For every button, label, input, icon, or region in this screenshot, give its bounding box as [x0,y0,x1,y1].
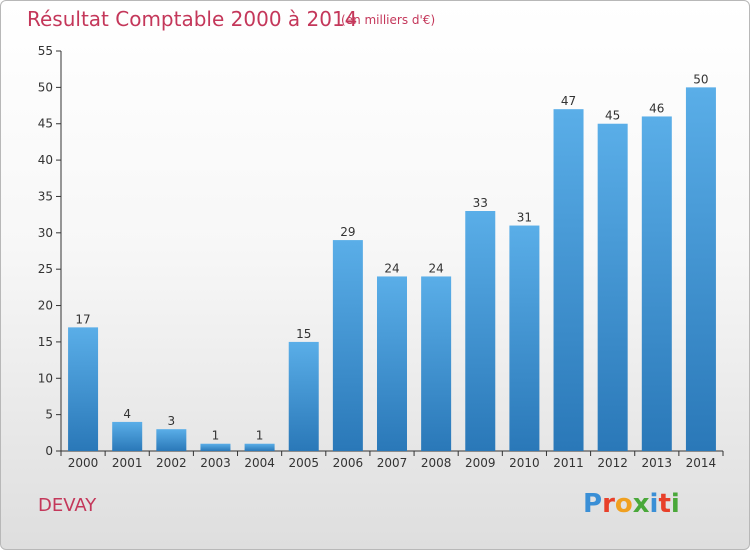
value-label: 1 [212,429,220,443]
x-tick-label: 2009 [465,456,496,470]
bar-2008 [421,276,452,451]
value-label: 3 [168,414,176,428]
x-tick-label: 2000 [68,456,99,470]
y-tick-label: 0 [45,444,53,458]
bar-2004 [244,443,275,451]
x-tick-label: 2002 [156,456,187,470]
bar-2006 [332,240,363,451]
logo-letter: t [658,489,671,519]
value-label: 45 [605,109,620,123]
y-tick-label: 35 [38,189,53,203]
value-label: 29 [340,225,355,239]
x-tick-label: 2001 [112,456,143,470]
logo-letter: P [583,489,603,519]
bar-2005 [288,341,319,451]
proxiti-logo: Proxiti [583,489,680,519]
value-label: 46 [649,101,664,115]
x-tick-label: 2013 [642,456,673,470]
bar-2009 [465,211,496,451]
value-label: 1 [256,429,264,443]
bar-2003 [200,443,231,451]
value-label: 17 [75,312,90,326]
x-tick-label: 2011 [553,456,584,470]
chart-title: Résultat Comptable 2000 à 2014 [27,7,358,31]
commune-name: DEVAY [38,495,97,516]
y-tick-label: 10 [38,371,53,385]
y-tick-label: 45 [38,117,53,131]
y-tick-label: 25 [38,262,53,276]
logo-letter: o [614,489,633,519]
x-tick-label: 2010 [509,456,540,470]
x-tick-label: 2004 [244,456,275,470]
x-tick-label: 2012 [597,456,628,470]
bar-2010 [509,225,540,451]
bar-2012 [597,123,628,452]
value-label: 24 [428,261,443,275]
value-label: 31 [517,211,532,225]
bar-2000 [68,327,99,451]
y-tick-label: 30 [38,226,53,240]
value-label: 4 [123,407,131,421]
bar-2001 [112,421,143,451]
x-tick-label: 2007 [377,456,408,470]
value-label: 33 [473,196,488,210]
bar-2002 [156,429,187,451]
bar-2013 [641,116,672,452]
logo-letter: i [670,489,680,519]
x-tick-label: 2014 [686,456,717,470]
value-label: 15 [296,327,311,341]
value-label: 50 [693,72,708,86]
y-tick-label: 15 [38,335,53,349]
value-label: 24 [384,261,399,275]
y-tick-label: 50 [38,80,53,94]
x-tick-label: 2003 [200,456,231,470]
y-tick-label: 55 [38,44,53,58]
x-tick-label: 2005 [288,456,319,470]
bar-2007 [377,276,407,451]
x-tick-label: 2008 [421,456,452,470]
y-tick-label: 40 [38,153,53,167]
value-label: 47 [561,94,576,108]
x-tick-label: 2006 [333,456,364,470]
chart-subtitle: (en milliers d'€) [341,13,436,27]
bar-2014 [685,87,716,451]
bar-2011 [553,109,584,451]
y-tick-label: 20 [38,299,53,313]
logo-letter: r [602,489,615,519]
logo-letter: x [632,489,650,519]
y-tick-label: 5 [45,408,53,422]
logo-letter: i [649,489,659,519]
